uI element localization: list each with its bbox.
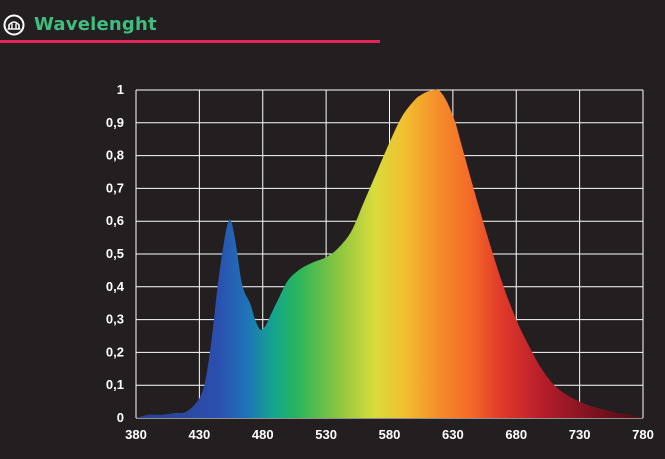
y-tick-label-1: 0,1 (106, 377, 124, 392)
y-tick-label-3: 0,3 (106, 312, 124, 327)
x-tick-label-0: 380 (125, 427, 147, 442)
x-tick-label-3: 530 (315, 427, 337, 442)
y-tick-label-10: 1 (117, 82, 124, 97)
page-title: Wavelenght (34, 14, 157, 35)
grow-light-logo-icon (3, 14, 25, 36)
x-tick-label-5: 630 (442, 427, 464, 442)
x-tick-label-8: 780 (632, 427, 654, 442)
y-tick-label-8: 0,8 (106, 148, 124, 163)
x-tick-label-1: 430 (189, 427, 211, 442)
header-divider (0, 40, 380, 43)
y-tick-label-0: 0 (117, 410, 124, 425)
y-tick-label-5: 0,5 (106, 246, 124, 261)
y-tick-label-9: 0,9 (106, 115, 124, 130)
y-axis: 0 0,1 0,2 0,3 0,4 0,5 0,6 0,7 0,8 0,9 1 (106, 82, 125, 425)
x-tick-label-2: 480 (252, 427, 274, 442)
y-tick-label-7: 0,7 (106, 180, 124, 195)
x-tick-label-4: 580 (379, 427, 401, 442)
x-axis: 380 430 480 530 580 630 680 730 780 (125, 427, 654, 442)
y-tick-label-2: 0,2 (106, 344, 124, 359)
spectrum-area (136, 89, 643, 419)
x-tick-label-6: 680 (505, 427, 527, 442)
chart-header: Wavelenght (0, 0, 380, 44)
x-tick-label-7: 730 (569, 427, 591, 442)
y-tick-label-6: 0,6 (106, 213, 124, 228)
y-tick-label-4: 0,4 (106, 279, 125, 294)
